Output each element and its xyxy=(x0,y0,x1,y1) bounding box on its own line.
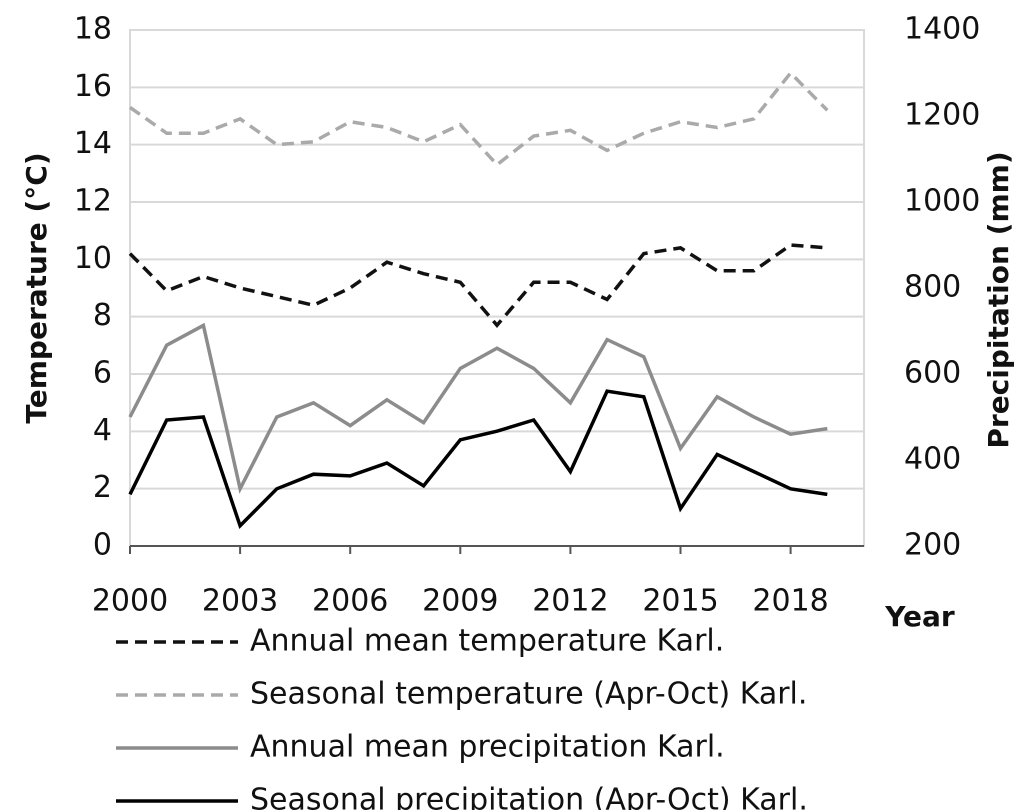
x-tick-label: 2006 xyxy=(312,584,388,619)
x-tick-label: 2012 xyxy=(532,584,608,619)
x-tick-label: 2018 xyxy=(752,584,828,619)
series-line xyxy=(128,322,828,494)
y2-tick-label: 600 xyxy=(904,356,961,391)
legend-label: Seasonal precipitation (Apr-Oct) Karl. xyxy=(250,783,808,810)
x-tick-label: 2003 xyxy=(202,584,278,619)
plot-frame xyxy=(129,29,865,547)
y-tick-label: 18 xyxy=(74,12,112,47)
x-tick-label: 2015 xyxy=(642,584,718,619)
y2-tick-label: 1000 xyxy=(904,184,980,219)
y-tick-label: 0 xyxy=(93,528,112,563)
y2-tick-label: 800 xyxy=(904,270,961,305)
y-tick-label: 6 xyxy=(93,356,112,391)
x-axis-title: Year xyxy=(884,600,955,633)
y2-axis-title: Precipitation (mm) xyxy=(982,151,1015,448)
series-line xyxy=(128,70,829,168)
y2-tick-label: 1200 xyxy=(904,98,980,133)
x-tick-label: 2009 xyxy=(422,584,498,619)
y-tick-label: 12 xyxy=(74,184,112,219)
legend-label: Annual mean temperature Karl. xyxy=(250,624,724,659)
legend-label: Seasonal temperature (Apr-Oct) Karl. xyxy=(250,677,807,712)
y-tick-label: 2 xyxy=(93,470,112,505)
y-tick-label: 8 xyxy=(93,298,112,333)
y2-tick-label: 1400 xyxy=(904,12,980,47)
legend-label: Annual mean precipitation Karl. xyxy=(250,730,725,765)
x-tick-label: 2000 xyxy=(92,584,168,619)
y2-tick-label: 200 xyxy=(904,528,961,563)
y-tick-label: 14 xyxy=(74,126,112,161)
y2-tick-label: 400 xyxy=(904,442,961,477)
series-line xyxy=(128,243,828,328)
y-tick-label: 10 xyxy=(74,241,112,276)
y-tick-label: 16 xyxy=(74,69,112,104)
y-tick-label: 4 xyxy=(93,413,112,448)
series-line xyxy=(128,389,828,530)
y-axis-title: Temperature (°C) xyxy=(20,152,53,423)
